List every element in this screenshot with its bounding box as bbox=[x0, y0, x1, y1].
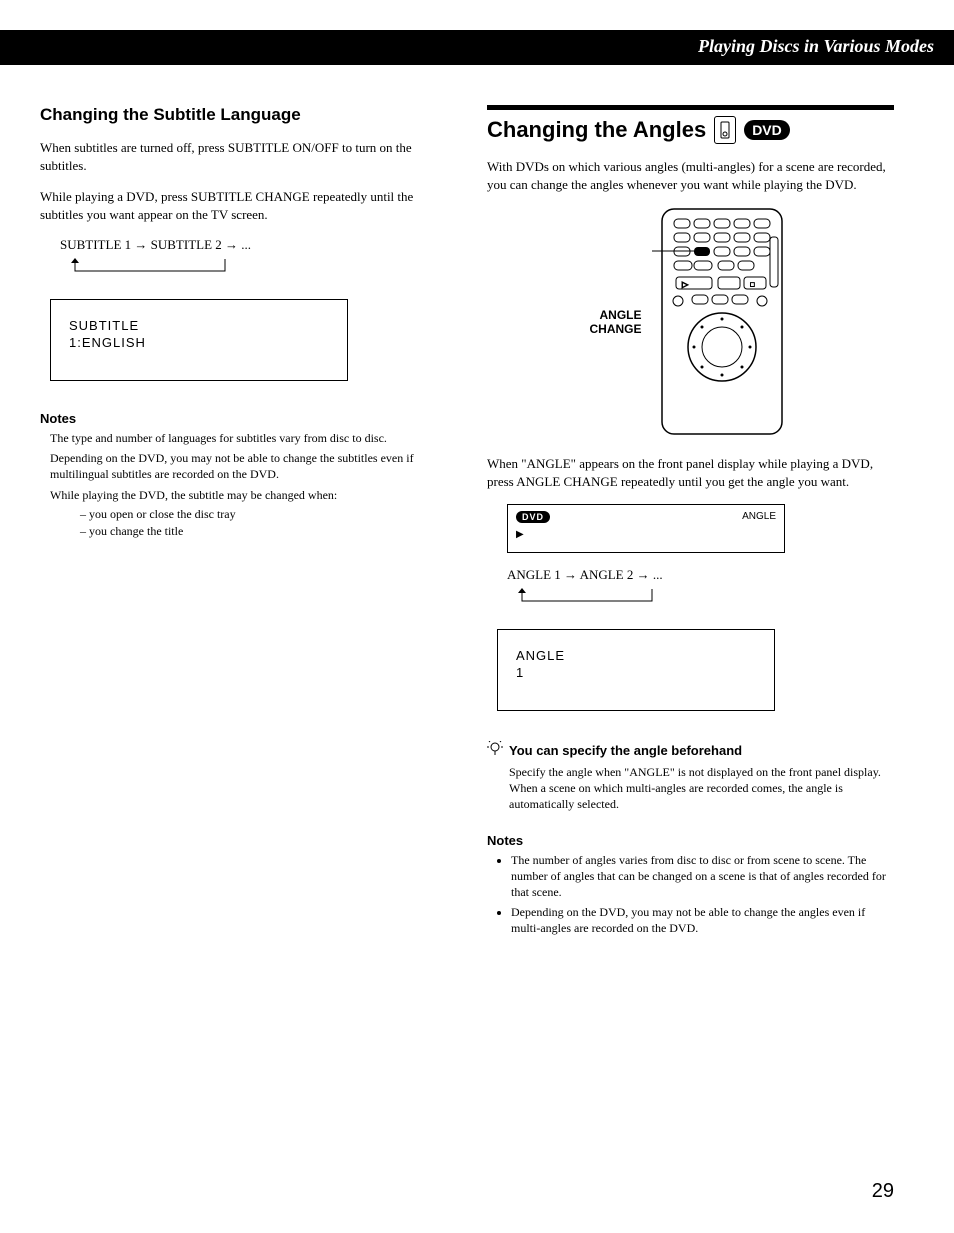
subtitle-intro-1: When subtitles are turned off, press SUB… bbox=[40, 139, 447, 174]
play-icon: ▶ bbox=[516, 529, 776, 540]
loop-arrow-icon bbox=[517, 587, 894, 609]
tip-heading: You can specify the angle beforehand bbox=[487, 741, 894, 760]
display-dvd-badge: DVD bbox=[516, 511, 550, 523]
osd-line2: 1 bbox=[516, 665, 756, 682]
subtitle-sequence: SUBTITLE 1 → SUBTITLE 2 → ... bbox=[60, 237, 447, 253]
subtitle-intro-2: While playing a DVD, press SUBTITLE CHAN… bbox=[40, 188, 447, 223]
note-item: Depending on the DVD, you may not be abl… bbox=[511, 904, 894, 936]
dvd-badge: DVD bbox=[744, 120, 790, 140]
heading-rule bbox=[487, 105, 894, 110]
osd-line1: SUBTITLE bbox=[69, 318, 329, 335]
angle-title-text: Changing the Angles bbox=[487, 117, 706, 143]
right-column: Changing the Angles DVD With DVDs on whi… bbox=[487, 105, 894, 940]
angle-sequence: ANGLE 1 → ANGLE 2 → ... bbox=[507, 567, 894, 583]
loop-arrow-icon bbox=[70, 257, 447, 279]
tip-icon bbox=[487, 741, 503, 760]
angle-section-title: Changing the Angles DVD bbox=[487, 116, 894, 144]
left-column: Changing the Subtitle Language When subt… bbox=[40, 105, 447, 940]
angle-intro: With DVDs on which various angles (multi… bbox=[487, 158, 894, 193]
dash-item: – you change the title bbox=[80, 524, 447, 539]
display-angle-text: ANGLE bbox=[742, 511, 776, 523]
note-item: While playing the DVD, the subtitle may … bbox=[50, 487, 447, 503]
section-header: Playing Discs in Various Modes bbox=[0, 30, 954, 65]
remote-control-icon: ▷ ■ bbox=[652, 207, 792, 437]
angle-osd-box: ANGLE 1 bbox=[497, 629, 775, 711]
remote-icon bbox=[714, 116, 736, 144]
osd-line2: 1:ENGLISH bbox=[69, 335, 329, 352]
notes-heading: Notes bbox=[40, 411, 447, 426]
osd-line1: ANGLE bbox=[516, 648, 756, 665]
angle-change-label: ANGLECHANGE bbox=[589, 308, 641, 337]
dash-item: – you open or close the disc tray bbox=[80, 507, 447, 522]
svg-text:■: ■ bbox=[750, 280, 755, 289]
remote-diagram: ANGLECHANGE bbox=[487, 207, 894, 437]
front-panel-display: DVD ANGLE ▶ bbox=[507, 504, 785, 553]
subtitle-section-title: Changing the Subtitle Language bbox=[40, 105, 447, 125]
tip-heading-text: You can specify the angle beforehand bbox=[509, 743, 742, 758]
note-item: The type and number of languages for sub… bbox=[50, 430, 447, 446]
note-item: Depending on the DVD, you may not be abl… bbox=[50, 450, 447, 482]
page-number: 29 bbox=[872, 1180, 894, 1203]
angle-instruction: When "ANGLE" appears on the front panel … bbox=[487, 455, 894, 490]
svg-text:▷: ▷ bbox=[682, 280, 689, 289]
notes-heading: Notes bbox=[487, 833, 894, 848]
subtitle-osd-box: SUBTITLE 1:ENGLISH bbox=[50, 299, 348, 381]
tip-body: Specify the angle when "ANGLE" is not di… bbox=[509, 764, 894, 813]
note-item: The number of angles varies from disc to… bbox=[511, 852, 894, 901]
